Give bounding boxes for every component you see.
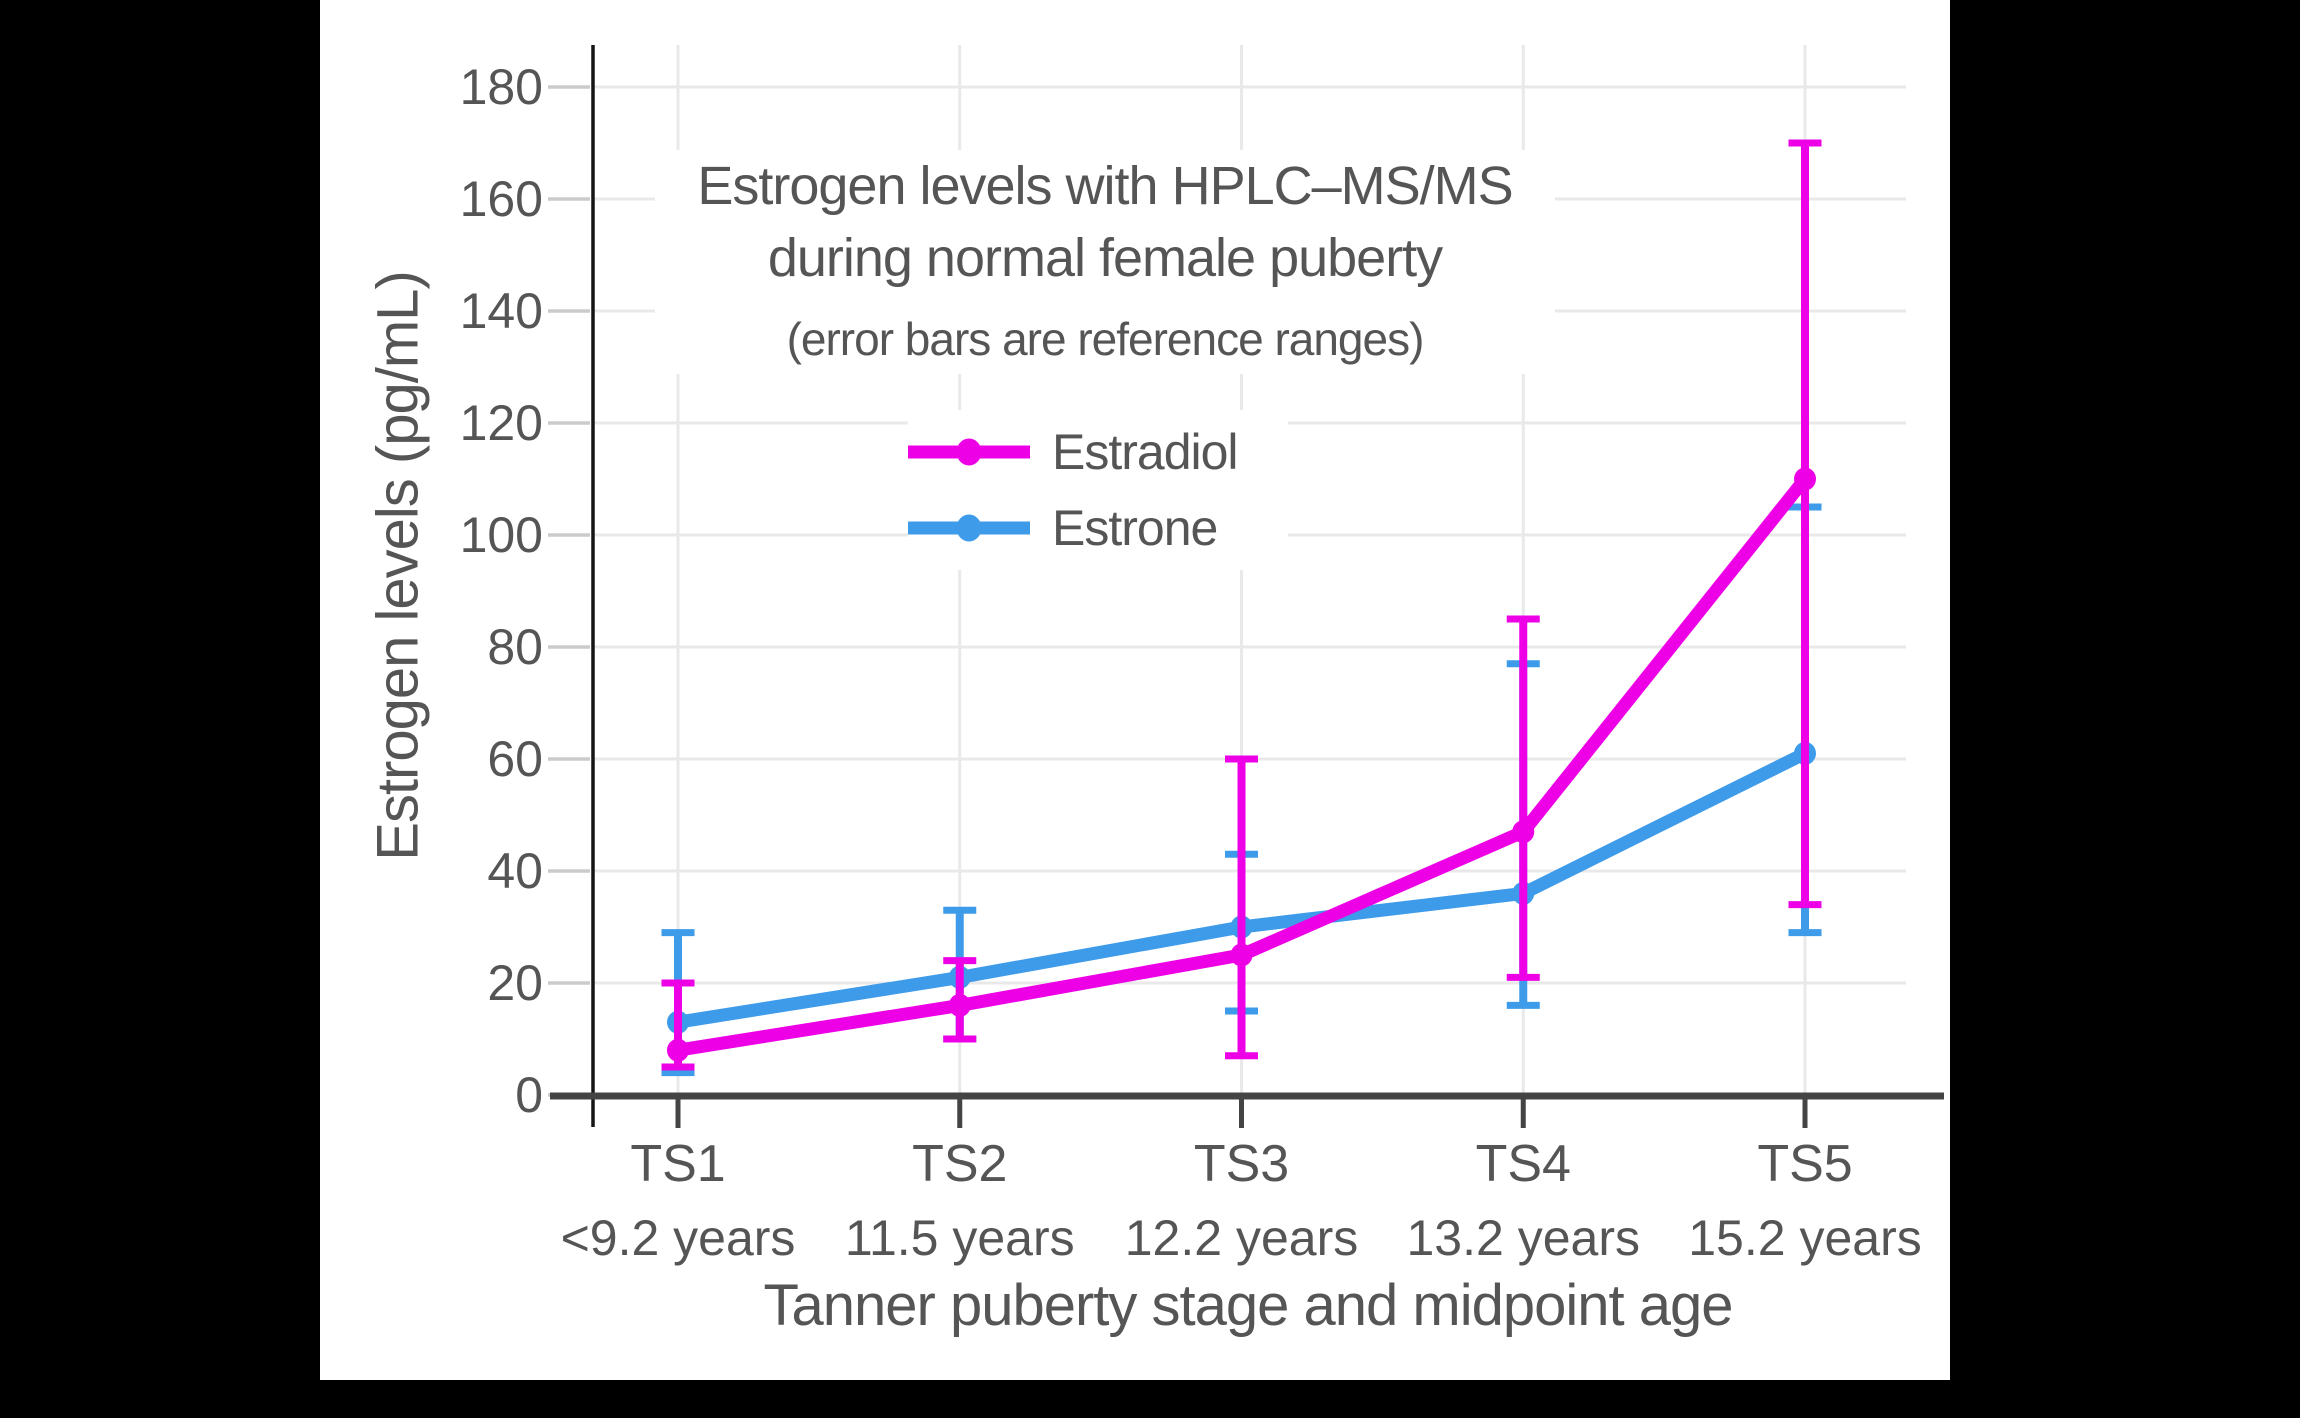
legend-item-estrone[interactable]: Estrone <box>908 497 1288 559</box>
legend-label-estradiol: Estradiol <box>1052 424 1239 480</box>
data-point-estradiol-TS5[interactable] <box>1794 467 1816 491</box>
data-point-estradiol-TS3[interactable] <box>1230 943 1253 967</box>
data-point-estradiol-TS2[interactable] <box>948 993 971 1017</box>
x-category-label-TS4: TS4 <box>1476 1135 1571 1193</box>
x-age-label-TS4: 13.2 years <box>1407 1210 1640 1266</box>
y-tick-label-160: 160 <box>460 171 543 227</box>
x-axis-title: Tanner puberty stage and midpoint age <box>763 1273 1733 1338</box>
legend: Estradiol Estrone <box>908 410 1288 570</box>
x-category-label-TS1: TS1 <box>630 1135 725 1193</box>
x-category-label-TS2: TS2 <box>912 1135 1007 1193</box>
chart-title-block: Estrogen levels with HPLC–MS/MS during n… <box>655 150 1555 374</box>
x-category-label-TS5: TS5 <box>1757 1135 1852 1193</box>
legend-item-estradiol[interactable]: Estradiol <box>908 421 1288 483</box>
estradiol-line-marker-icon <box>908 438 1030 466</box>
x-category-label-TS3: TS3 <box>1194 1135 1289 1193</box>
x-age-label-TS5: 15.2 years <box>1688 1210 1921 1266</box>
y-tick-label-40: 40 <box>487 843 543 899</box>
data-point-estradiol-TS4[interactable] <box>1512 820 1535 844</box>
legend-label-estrone: Estrone <box>1052 500 1218 556</box>
x-age-label-TS3: 12.2 years <box>1125 1210 1358 1266</box>
y-tick-label-100: 100 <box>460 507 543 563</box>
y-tick-label-80: 80 <box>487 619 543 675</box>
chart-title-line1: Estrogen levels with HPLC–MS/MS <box>697 156 1513 216</box>
x-age-label-TS2: 11.5 years <box>845 1210 1075 1266</box>
estrone-line-marker-icon <box>908 514 1030 542</box>
y-tick-label-20: 20 <box>487 955 543 1011</box>
y-tick-label-140: 140 <box>460 283 543 339</box>
y-tick-label-180: 180 <box>460 59 543 115</box>
y-tick-label-60: 60 <box>487 731 543 787</box>
chart-title-line2: during normal female puberty <box>767 228 1443 288</box>
y-axis-title: Estrogen levels (pg/mL) <box>365 271 431 861</box>
x-age-label-TS1: <9.2 years <box>561 1210 796 1266</box>
y-tick-label-0: 0 <box>515 1067 543 1123</box>
data-point-estradiol-TS1[interactable] <box>667 1038 689 1062</box>
chart-subtitle: (error bars are reference ranges) <box>786 313 1425 365</box>
y-tick-label-120: 120 <box>460 395 543 451</box>
